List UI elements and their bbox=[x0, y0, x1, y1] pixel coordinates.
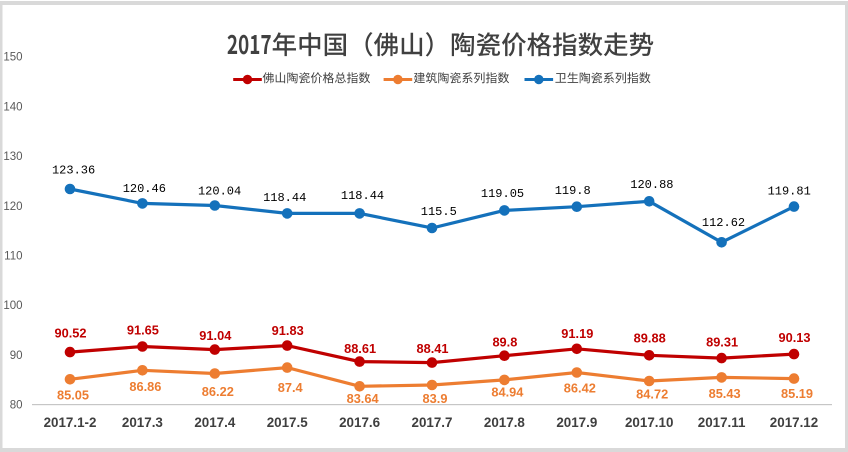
svg-text:120: 120 bbox=[3, 201, 22, 213]
svg-text:100: 100 bbox=[3, 300, 22, 312]
svg-text:2017.9: 2017.9 bbox=[556, 415, 597, 430]
svg-text:83.9: 83.9 bbox=[423, 391, 448, 406]
svg-text:118.44: 118.44 bbox=[263, 191, 306, 205]
svg-text:123.36: 123.36 bbox=[52, 164, 95, 178]
svg-text:91.19: 91.19 bbox=[561, 326, 593, 341]
svg-text:119.81: 119.81 bbox=[768, 184, 811, 198]
svg-text:2017.3: 2017.3 bbox=[122, 415, 163, 430]
svg-text:120.04: 120.04 bbox=[198, 185, 241, 199]
svg-text:86.86: 86.86 bbox=[129, 379, 161, 394]
svg-text:84.72: 84.72 bbox=[636, 387, 668, 402]
svg-text:88.61: 88.61 bbox=[344, 341, 376, 356]
svg-text:112.62: 112.62 bbox=[702, 216, 745, 230]
svg-text:2017.7: 2017.7 bbox=[412, 415, 453, 430]
svg-text:87.4: 87.4 bbox=[278, 380, 304, 395]
svg-text:2017.12: 2017.12 bbox=[770, 415, 818, 430]
svg-text:85.19: 85.19 bbox=[781, 386, 813, 401]
svg-text:2017.10: 2017.10 bbox=[625, 415, 673, 430]
svg-text:85.43: 85.43 bbox=[709, 386, 741, 401]
svg-text:89.31: 89.31 bbox=[706, 335, 738, 350]
svg-text:91.65: 91.65 bbox=[127, 322, 159, 337]
svg-text:140: 140 bbox=[3, 101, 22, 113]
svg-text:83.64: 83.64 bbox=[347, 391, 380, 406]
svg-text:2017.5: 2017.5 bbox=[267, 415, 309, 430]
svg-text:118.44: 118.44 bbox=[341, 189, 384, 203]
svg-text:120.88: 120.88 bbox=[630, 178, 673, 192]
svg-text:150: 150 bbox=[3, 52, 22, 64]
svg-text:119.05: 119.05 bbox=[481, 187, 524, 201]
svg-text:2017.11: 2017.11 bbox=[698, 415, 746, 430]
svg-text:90.13: 90.13 bbox=[778, 330, 810, 345]
svg-text:91.04: 91.04 bbox=[199, 328, 232, 343]
svg-text:86.42: 86.42 bbox=[564, 380, 596, 395]
svg-text:130: 130 bbox=[3, 151, 22, 163]
svg-text:80: 80 bbox=[10, 400, 23, 412]
svg-text:119.8: 119.8 bbox=[555, 184, 591, 198]
svg-text:91.83: 91.83 bbox=[272, 323, 304, 338]
svg-text:88.41: 88.41 bbox=[416, 341, 448, 356]
svg-text:90.52: 90.52 bbox=[54, 326, 86, 341]
svg-text:86.22: 86.22 bbox=[202, 384, 234, 399]
svg-text:2017.1-2: 2017.1-2 bbox=[44, 415, 97, 430]
svg-text:2017.6: 2017.6 bbox=[339, 415, 380, 430]
svg-text:2017.4: 2017.4 bbox=[194, 415, 236, 430]
svg-text:110: 110 bbox=[4, 251, 22, 263]
svg-text:89.8: 89.8 bbox=[492, 334, 517, 349]
svg-text:89.88: 89.88 bbox=[634, 331, 666, 346]
svg-text:2017.8: 2017.8 bbox=[484, 415, 526, 430]
svg-text:85.05: 85.05 bbox=[57, 388, 89, 403]
svg-text:115.5: 115.5 bbox=[421, 205, 457, 219]
svg-text:90: 90 bbox=[10, 350, 23, 362]
svg-text:84.94: 84.94 bbox=[491, 385, 524, 400]
svg-text:120.46: 120.46 bbox=[123, 182, 166, 196]
